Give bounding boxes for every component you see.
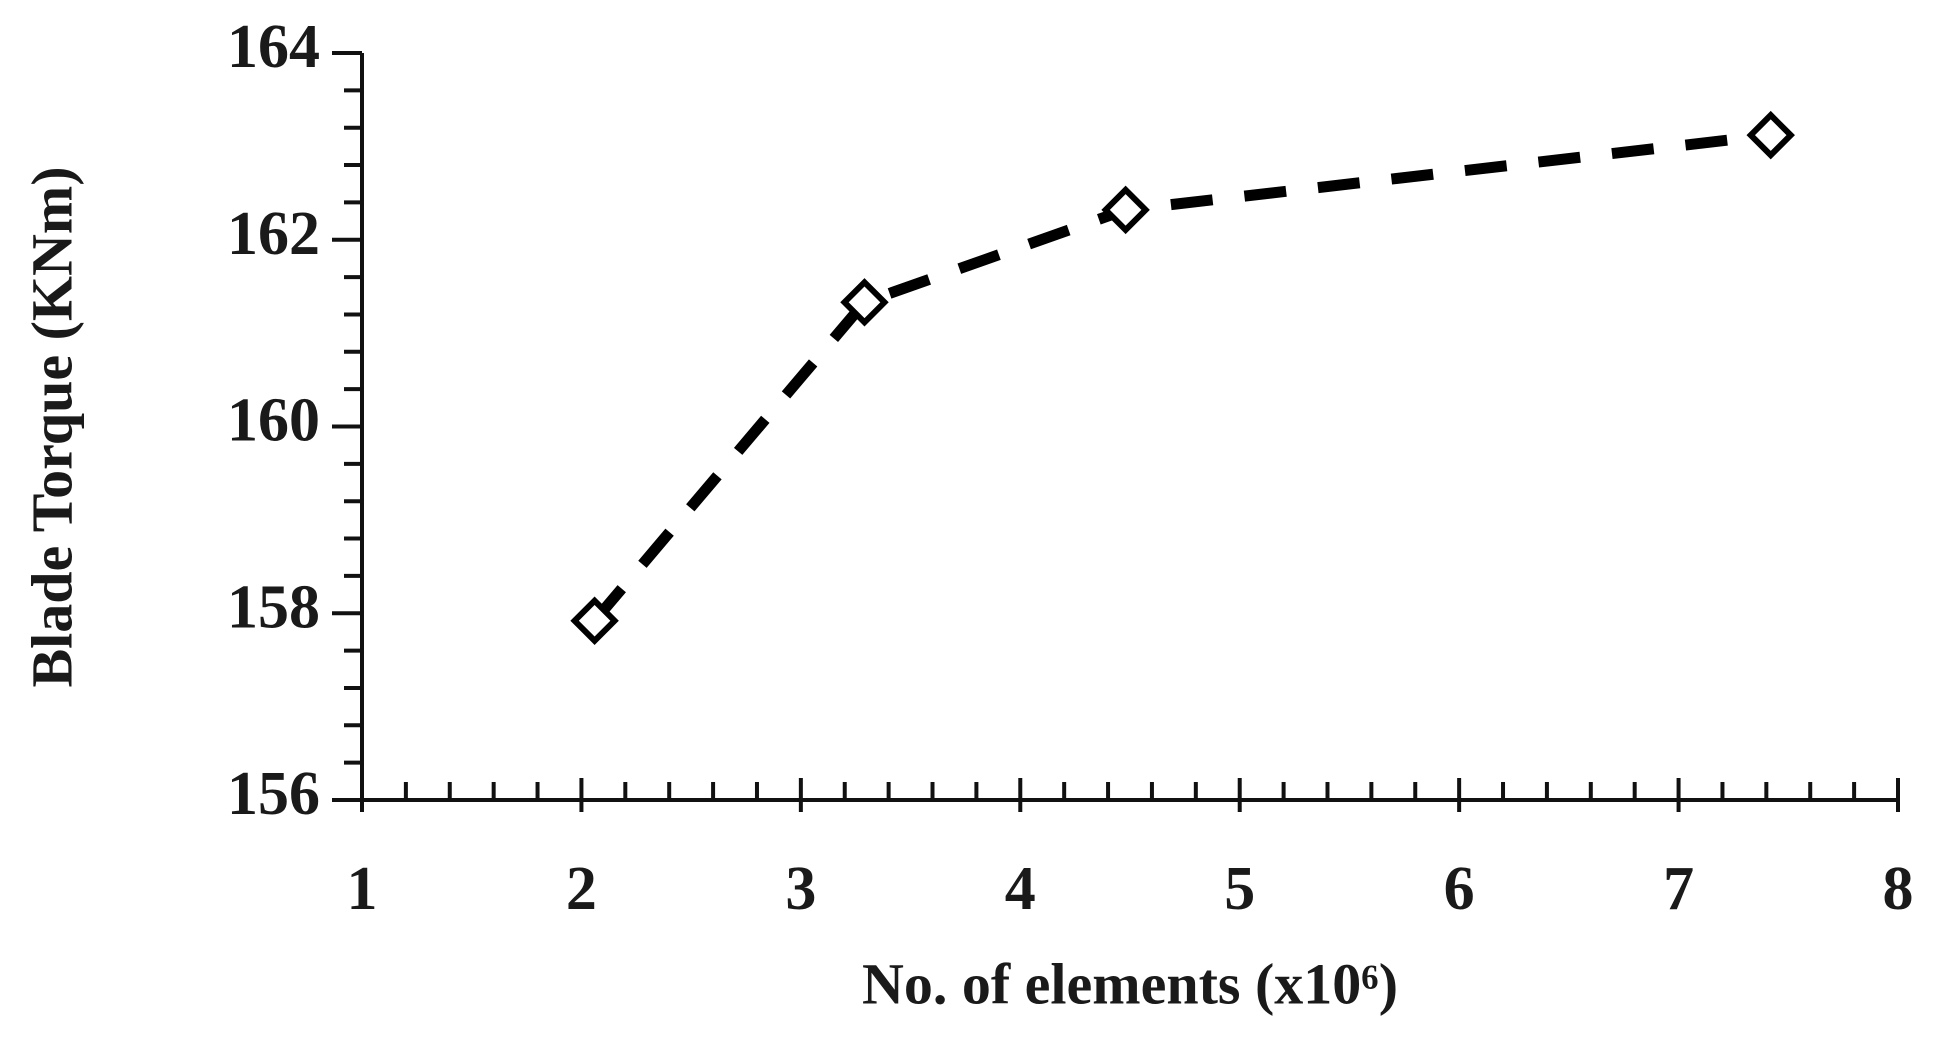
x-tick-label: 2 xyxy=(566,855,597,923)
data-line xyxy=(590,129,1772,625)
y-tick-label: 162 xyxy=(227,200,320,268)
x-tick-label: 6 xyxy=(1444,855,1475,923)
data-point xyxy=(570,596,619,645)
x-tick-label: 5 xyxy=(1224,855,1255,923)
x-axis-title: No. of elements (x10⁶) xyxy=(862,951,1398,1016)
y-tick-label: 164 xyxy=(227,13,320,81)
x-tick-label: 8 xyxy=(1883,855,1914,923)
x-tick-label: 1 xyxy=(347,855,378,923)
y-tick-label: 156 xyxy=(227,760,320,828)
y-tick-label: 160 xyxy=(227,387,320,455)
y-axis-title: Blade Torque (KNm) xyxy=(19,166,84,687)
x-tick-label: 4 xyxy=(1005,855,1036,923)
x-tick-label: 3 xyxy=(785,855,816,923)
data-point xyxy=(840,278,889,327)
y-tick-label: 158 xyxy=(227,573,320,641)
data-point xyxy=(1746,110,1795,160)
x-tick-label: 7 xyxy=(1663,855,1694,923)
data-point xyxy=(1101,185,1150,235)
